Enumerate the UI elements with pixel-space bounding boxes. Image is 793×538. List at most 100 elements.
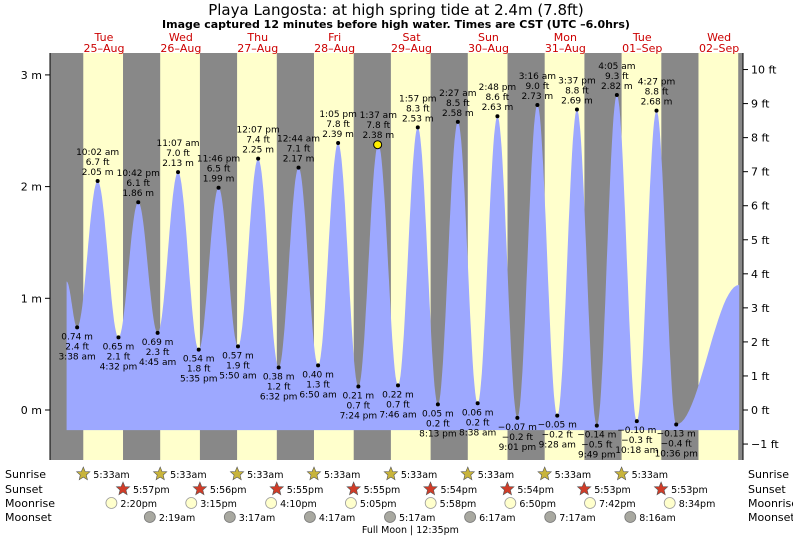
right-tick-label: 9 ft — [751, 98, 770, 111]
low-tide-label: 0.57 m1.9 ft5:50 am — [219, 351, 256, 381]
svg-text:1.8 ft: 1.8 ft — [187, 365, 211, 375]
moonrise-time: 5:58pm — [440, 499, 477, 510]
moonset-time: 4:17am — [319, 513, 355, 524]
right-tick-label: 10 ft — [751, 64, 777, 77]
svg-text:6.5 ft: 6.5 ft — [207, 165, 231, 175]
svg-text:6.1 ft: 6.1 ft — [126, 179, 150, 189]
svg-text:4:45 am: 4:45 am — [139, 358, 176, 368]
low-tide-label: 0.38 m1.2 ft6:32 pm — [260, 373, 298, 403]
tide-area — [66, 95, 740, 431]
sunset-time: 5:53pm — [671, 485, 708, 496]
low-tide-label: 0.06 m0.2 ft8:38 am — [459, 408, 496, 438]
svg-text:4:27 pm: 4:27 pm — [638, 78, 676, 88]
moonset-icon — [624, 511, 637, 523]
sunrise-star-icon — [383, 466, 399, 481]
moonrise-time: 4:10pm — [280, 499, 317, 510]
moonset-icon — [464, 511, 477, 523]
day-name: Sun — [478, 31, 499, 44]
right-tick-label: −1 ft — [751, 438, 779, 451]
low-tide-point — [555, 413, 560, 418]
sunrise-time: 5:33am — [555, 470, 591, 481]
high-tide-point — [95, 179, 100, 184]
svg-text:7.8 ft: 7.8 ft — [326, 120, 350, 130]
moonrise-icon — [345, 497, 357, 509]
svg-text:0.65 m: 0.65 m — [103, 342, 135, 352]
high-tide-label: 10:02 am6.7 ft2.05 m — [76, 148, 119, 178]
svg-text:−0.07 m: −0.07 m — [498, 423, 537, 433]
svg-text:12:44 am: 12:44 am — [277, 135, 320, 145]
sunset-time: 5:54pm — [440, 485, 477, 496]
svg-text:0.7 ft: 0.7 ft — [386, 400, 410, 410]
svg-text:2.53 m: 2.53 m — [402, 114, 434, 124]
low-tide-point — [235, 344, 240, 349]
svg-text:6:50 am: 6:50 am — [299, 390, 336, 400]
svg-text:7:24 pm: 7:24 pm — [340, 412, 378, 422]
low-tide-label: 0.65 m2.1 ft4:32 pm — [100, 342, 138, 372]
svg-text:2.4 ft: 2.4 ft — [65, 342, 89, 352]
sunrise-star-icon — [306, 466, 322, 481]
sunrise-time: 5:33am — [324, 470, 360, 481]
low-tide-point — [316, 363, 321, 368]
high-tide-label: 11:07 am7.0 ft2.13 m — [156, 139, 199, 169]
left-tick-label: 2 m — [21, 181, 42, 194]
day-name: Tue — [632, 31, 652, 44]
low-tide-point — [276, 365, 281, 370]
sunrise-row-label-right: Sunrise — [748, 468, 789, 481]
moonset-row-label-left: Moonset — [5, 511, 52, 524]
svg-text:2.17 m: 2.17 m — [283, 155, 315, 165]
tide-extremes: 0.74 m2.4 ft3:38 am 10:02 am6.7 ft2.05 m 0… — [58, 62, 697, 461]
high-tide-label: 4:27 pm8.8 ft2.68 m — [638, 78, 676, 108]
svg-text:1.86 m: 1.86 m — [122, 189, 154, 199]
right-tick-label: 8 ft — [751, 132, 770, 145]
sunrise-star-icon — [152, 466, 168, 481]
moonset-icon — [544, 511, 557, 523]
low-tide-point — [435, 402, 440, 407]
day-date: 26–Aug — [160, 42, 201, 55]
moonrise-icon — [584, 497, 596, 509]
sunset-star-icon — [269, 481, 285, 496]
high-tide-point — [415, 125, 420, 130]
svg-text:1.2 ft: 1.2 ft — [267, 383, 291, 393]
sunset-time: 5:53pm — [594, 485, 631, 496]
low-tide-point — [116, 335, 121, 340]
left-tick-label: 1 m — [21, 292, 42, 305]
svg-text:2.73 m: 2.73 m — [522, 92, 554, 102]
svg-text:2.13 m: 2.13 m — [162, 159, 194, 169]
sunset-time: 5:55pm — [364, 485, 401, 496]
svg-text:10:42 pm: 10:42 pm — [117, 169, 160, 179]
svg-text:2.1 ft: 2.1 ft — [107, 352, 131, 362]
high-tide-label: 1:37 am7.8 ft2.38 m — [360, 111, 397, 141]
moonrise-icon — [265, 497, 278, 509]
svg-text:0.54 m: 0.54 m — [183, 355, 215, 365]
svg-text:5:50 am: 5:50 am — [219, 371, 256, 381]
svg-text:2.38 m: 2.38 m — [362, 131, 394, 141]
right-tick-label: 5 ft — [751, 234, 770, 247]
low-tide-point — [674, 422, 679, 427]
day-name: Wed — [169, 31, 193, 44]
high-tide-point — [296, 165, 301, 170]
svg-text:0.22 m: 0.22 m — [382, 390, 414, 400]
svg-text:9:01 pm: 9:01 pm — [499, 443, 537, 453]
low-tide-label: −0.05 m−0.2 ft9:28 am — [538, 421, 577, 451]
moonset-time: 6:17am — [479, 513, 515, 524]
svg-text:6:32 pm: 6:32 pm — [260, 393, 298, 403]
svg-text:0.38 m: 0.38 m — [263, 373, 295, 383]
chart-title: Playa Langosta: at high spring tide at 2… — [208, 1, 584, 19]
svg-text:9:49 pm: 9:49 pm — [578, 451, 616, 461]
sunrise-time: 5:33am — [247, 470, 283, 481]
right-tick-label: 6 ft — [751, 200, 770, 213]
svg-text:0.7 ft: 0.7 ft — [347, 402, 371, 412]
day-date: 25–Aug — [83, 42, 124, 55]
svg-text:0.21 m: 0.21 m — [343, 392, 375, 402]
low-tide-label: 0.54 m1.8 ft5:35 pm — [180, 355, 218, 385]
svg-text:−0.13 m: −0.13 m — [657, 430, 696, 440]
svg-text:9:28 am: 9:28 am — [539, 441, 576, 451]
tide-curve — [66, 95, 740, 431]
high-tide-point — [216, 185, 221, 190]
day-name: Mon — [554, 31, 577, 44]
svg-text:2:27 am: 2:27 am — [439, 89, 476, 99]
low-tide-point — [475, 401, 480, 406]
svg-text:11:07 am: 11:07 am — [156, 139, 199, 149]
moonset-time: 7:17am — [559, 513, 595, 524]
